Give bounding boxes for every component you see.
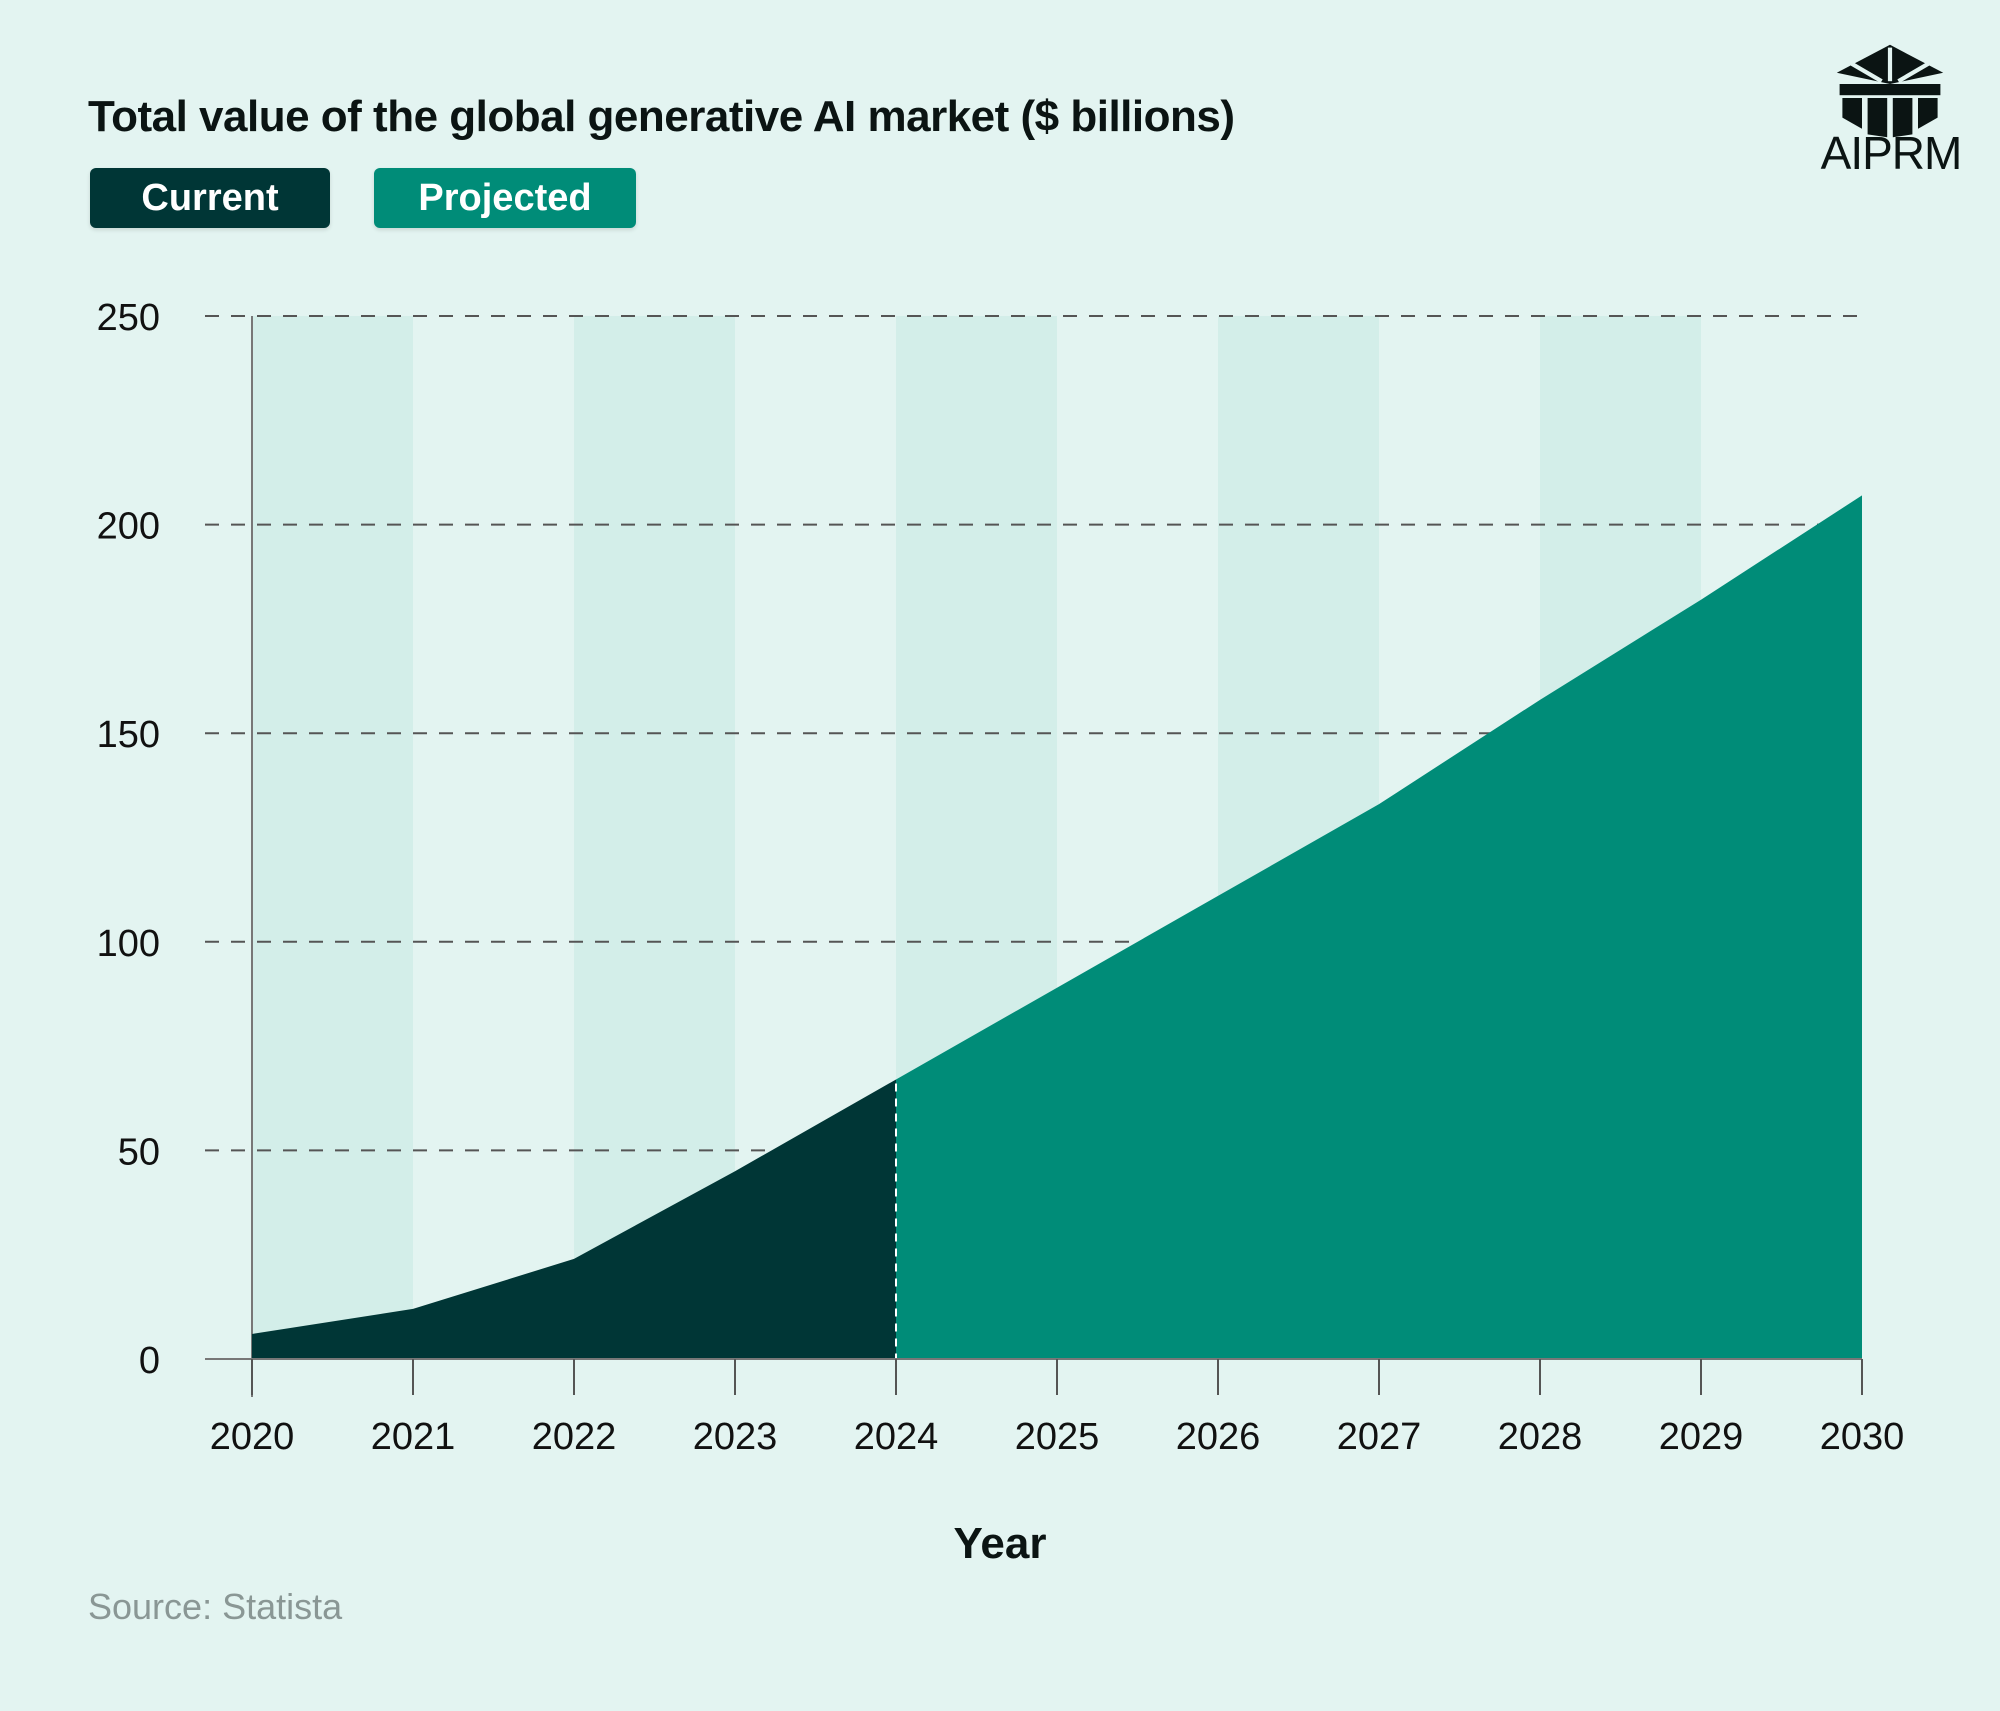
area-projected [896, 495, 1862, 1359]
x-tick-label: 2024 [854, 1416, 939, 1458]
area-current [252, 1079, 896, 1359]
x-tick-label: 2029 [1659, 1416, 1744, 1458]
legend-projected: Projected [374, 168, 636, 228]
x-tick-label: 2026 [1176, 1416, 1261, 1458]
x-tick-label: 2030 [1820, 1416, 1905, 1458]
x-tick-label: 2023 [693, 1416, 778, 1458]
x-tick-label: 2021 [371, 1416, 456, 1458]
x-tick-label: 2022 [532, 1416, 617, 1458]
logo-text: AIPRM [1820, 127, 1963, 179]
y-tick-label: 0 [139, 1340, 160, 1382]
x-tick-label: 2020 [210, 1416, 295, 1458]
x-tick-label: 2025 [1015, 1416, 1100, 1458]
x-axis-title: Year [954, 1519, 1047, 1568]
source-note: Source: Statista [88, 1586, 343, 1627]
legend-current-label: Current [141, 176, 279, 219]
legend-projected-label: Projected [418, 176, 592, 219]
y-tick-label: 100 [97, 923, 160, 965]
aiprm-logo-icon [1836, 44, 1944, 138]
background-band [574, 316, 735, 1359]
y-tick-label: 250 [97, 297, 160, 339]
x-tick-label: 2027 [1337, 1416, 1422, 1458]
y-tick-label: 200 [97, 506, 160, 548]
y-tick-label: 150 [97, 714, 160, 756]
x-tick-label: 2028 [1498, 1416, 1583, 1458]
background-band [252, 316, 413, 1359]
y-tick-label: 50 [118, 1131, 160, 1173]
legend-current: Current [90, 168, 330, 228]
chart-title: Total value of the global generative AI … [88, 92, 1235, 141]
